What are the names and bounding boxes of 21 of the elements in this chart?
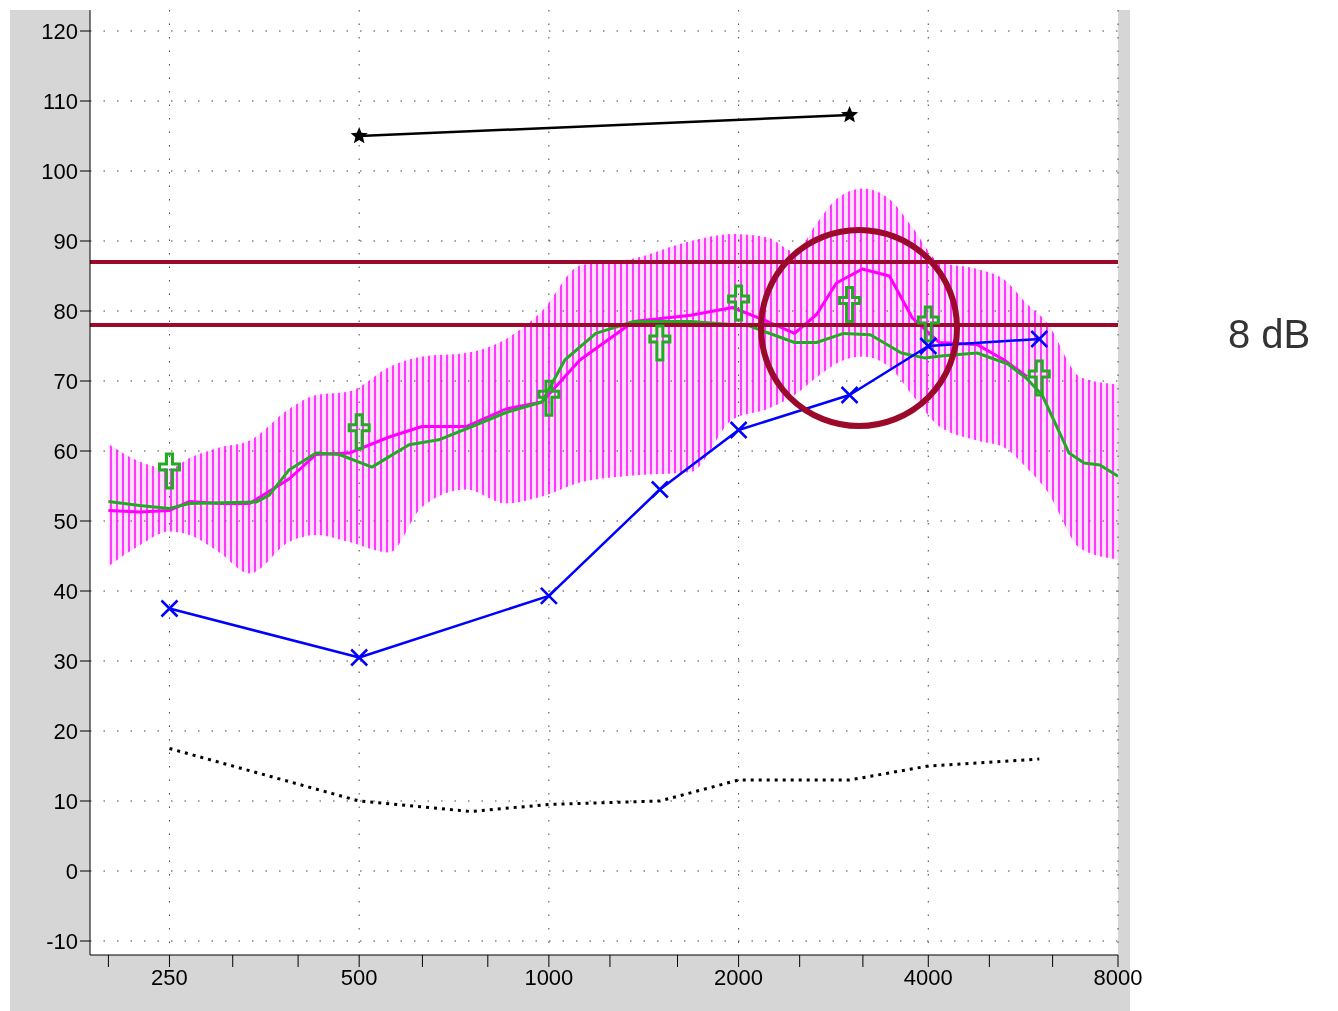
y-tick-label: 10: [53, 788, 78, 814]
y-tick-label: 120: [41, 18, 78, 44]
y-tick-label: 0: [65, 858, 78, 884]
y-tick-label: 20: [53, 718, 78, 744]
y-tick-label: 50: [53, 508, 78, 534]
y-tick-label: 100: [41, 158, 78, 184]
y-tick-label: 70: [53, 368, 78, 394]
y-tick-label: 60: [53, 438, 78, 464]
y-tick-label: 40: [53, 578, 78, 604]
x-tick-label: 2000: [714, 964, 764, 990]
text: 8 dB: [1228, 312, 1311, 357]
y-tick-label: 80: [53, 298, 78, 324]
y-tick-label: 90: [53, 228, 78, 254]
x-tick-label: 4000: [903, 964, 953, 990]
y-tick-label: -10: [46, 928, 78, 954]
x-tick-label: 8000: [1093, 964, 1143, 990]
y-tick-label: 30: [53, 648, 78, 674]
y-tick-label: 110: [42, 88, 78, 114]
x-tick-label: 250: [151, 964, 188, 990]
x-tick-label: 500: [340, 964, 378, 990]
x-tick-label: 1000: [524, 964, 574, 990]
